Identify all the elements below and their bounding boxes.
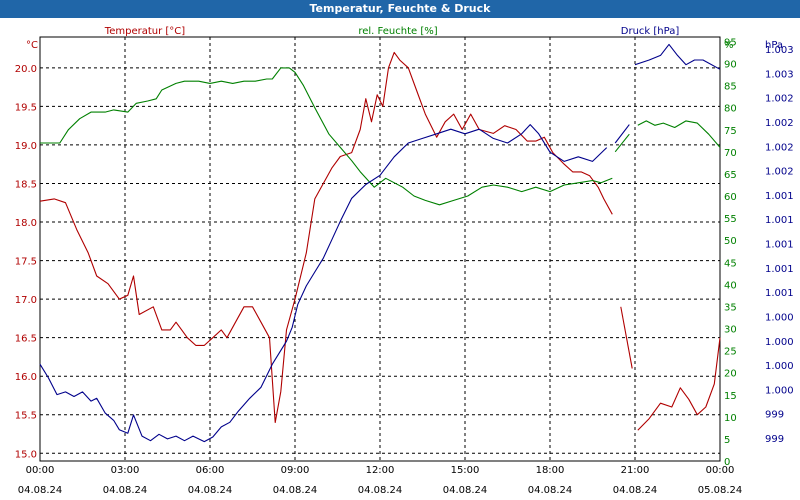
temperature-series-line [39, 51, 613, 424]
humidity-tick-label: 90 [724, 60, 737, 71]
x-tick-time: 03:00 [111, 465, 140, 476]
humidity-tick-label: 65 [724, 170, 737, 181]
temperature-tick-label: 15.5 [15, 411, 37, 422]
humidity-tick-label: 30 [724, 325, 737, 336]
x-tick-date: 04.08.24 [273, 485, 318, 496]
humidity-tick-label: 85 [724, 82, 737, 93]
x-tick-time: 06:00 [196, 465, 225, 476]
temperature-tick-label: 19.0 [15, 141, 37, 152]
humidity-tick-label: 70 [724, 148, 737, 159]
x-tick-date: 04.08.24 [358, 485, 403, 496]
temperature-tick-label: 18.5 [15, 179, 37, 190]
humidity-series-line [637, 120, 721, 148]
humidity-series-line [614, 133, 630, 153]
pressure-tick-label: 1.001 [765, 264, 794, 275]
x-tick-date: 04.08.24 [613, 485, 658, 496]
humidity-tick-label: 45 [724, 258, 737, 269]
temperature-tick-label: 20.0 [15, 64, 37, 75]
humidity-tick-label: 95 [724, 37, 737, 48]
pressure-tick-label: 1.003 [765, 45, 794, 56]
humidity-tick-label: 15 [724, 391, 737, 402]
pressure-tick-label: 999 [765, 434, 784, 445]
temperature-series-line [620, 306, 633, 369]
temperature-tick-label: 15.0 [15, 449, 37, 460]
humidity-tick-label: 40 [724, 280, 737, 291]
temperature-tick-label: 17.0 [15, 295, 37, 306]
humidity-tick-label: 80 [724, 104, 737, 115]
x-tick-time: 12:00 [366, 465, 395, 476]
humidity-tick-label: 50 [724, 236, 737, 247]
temperature-unit-label: °C [26, 40, 38, 51]
pressure-axis-title: Druck [hPa] [621, 26, 680, 37]
x-tick-date: 04.08.24 [188, 485, 233, 496]
humidity-tick-label: 75 [724, 126, 737, 137]
pressure-tick-label: 1.002 [765, 94, 794, 105]
pressure-tick-label: 1.000 [765, 385, 794, 396]
x-tick-time: 18:00 [536, 465, 565, 476]
pressure-tick-label: 1.000 [765, 337, 794, 348]
pressure-tick-label: 1.002 [765, 167, 794, 178]
humidity-tick-label: 25 [724, 347, 737, 358]
pressure-tick-label: 1.000 [765, 361, 794, 372]
x-tick-date: 04.08.24 [443, 485, 488, 496]
humidity-unit-label: % [724, 40, 734, 51]
humidity-series-line [40, 67, 613, 206]
humidity-tick-label: 5 [724, 435, 730, 446]
x-tick-date: 04.08.24 [103, 485, 148, 496]
pressure-tick-label: 1.001 [765, 191, 794, 202]
temperature-tick-label: 16.0 [15, 372, 37, 383]
temperature-axis-title: Temperatur [°C] [104, 26, 185, 37]
humidity-axis-title: rel. Feuchte [%] [358, 26, 437, 37]
x-tick-time: 00:00 [26, 465, 55, 476]
temperature-series-line [637, 337, 721, 431]
pressure-series-line [39, 124, 608, 443]
x-tick-time: 00:00 [706, 465, 735, 476]
pressure-tick-label: 1.002 [765, 142, 794, 153]
x-tick-date: 05.08.24 [698, 485, 743, 496]
humidity-tick-label: 10 [724, 413, 737, 424]
pressure-tick-label: 1.000 [765, 312, 794, 323]
pressure-tick-label: 1.001 [765, 215, 794, 226]
temperature-tick-label: 18.0 [15, 218, 37, 229]
pressure-tick-label: 1.003 [765, 69, 794, 80]
humidity-tick-label: 20 [724, 369, 737, 380]
temperature-tick-label: 16.5 [15, 334, 37, 345]
humidity-tick-label: 60 [724, 192, 737, 203]
x-tick-date: 04.08.24 [528, 485, 573, 496]
pressure-tick-label: 999 [765, 410, 784, 421]
pressure-tick-label: 1.001 [765, 240, 794, 251]
temperature-tick-label: 17.5 [15, 257, 37, 268]
pressure-tick-label: 1.001 [765, 288, 794, 299]
pressure-unit-label: hPa [765, 40, 783, 51]
window-title: Temperatur, Feuchte & Druck [0, 0, 800, 18]
humidity-tick-label: 35 [724, 302, 737, 313]
x-tick-date: 04.08.24 [18, 485, 63, 496]
x-tick-time: 15:00 [451, 465, 480, 476]
chart-canvas: 00:00 04.08.24 03:00 04.08.24 06:00 04.08.24 0… [15, 26, 794, 496]
humidity-tick-label: 55 [724, 214, 737, 225]
x-tick-time: 21:00 [621, 465, 650, 476]
x-tick-time: 09:00 [281, 465, 310, 476]
pressure-tick-label: 1.002 [765, 118, 794, 129]
pressure-series-line [634, 43, 721, 70]
temperature-tick-label: 19.5 [15, 102, 37, 113]
humidity-tick-label: 0 [724, 457, 730, 468]
pressure-series-line [614, 124, 630, 144]
